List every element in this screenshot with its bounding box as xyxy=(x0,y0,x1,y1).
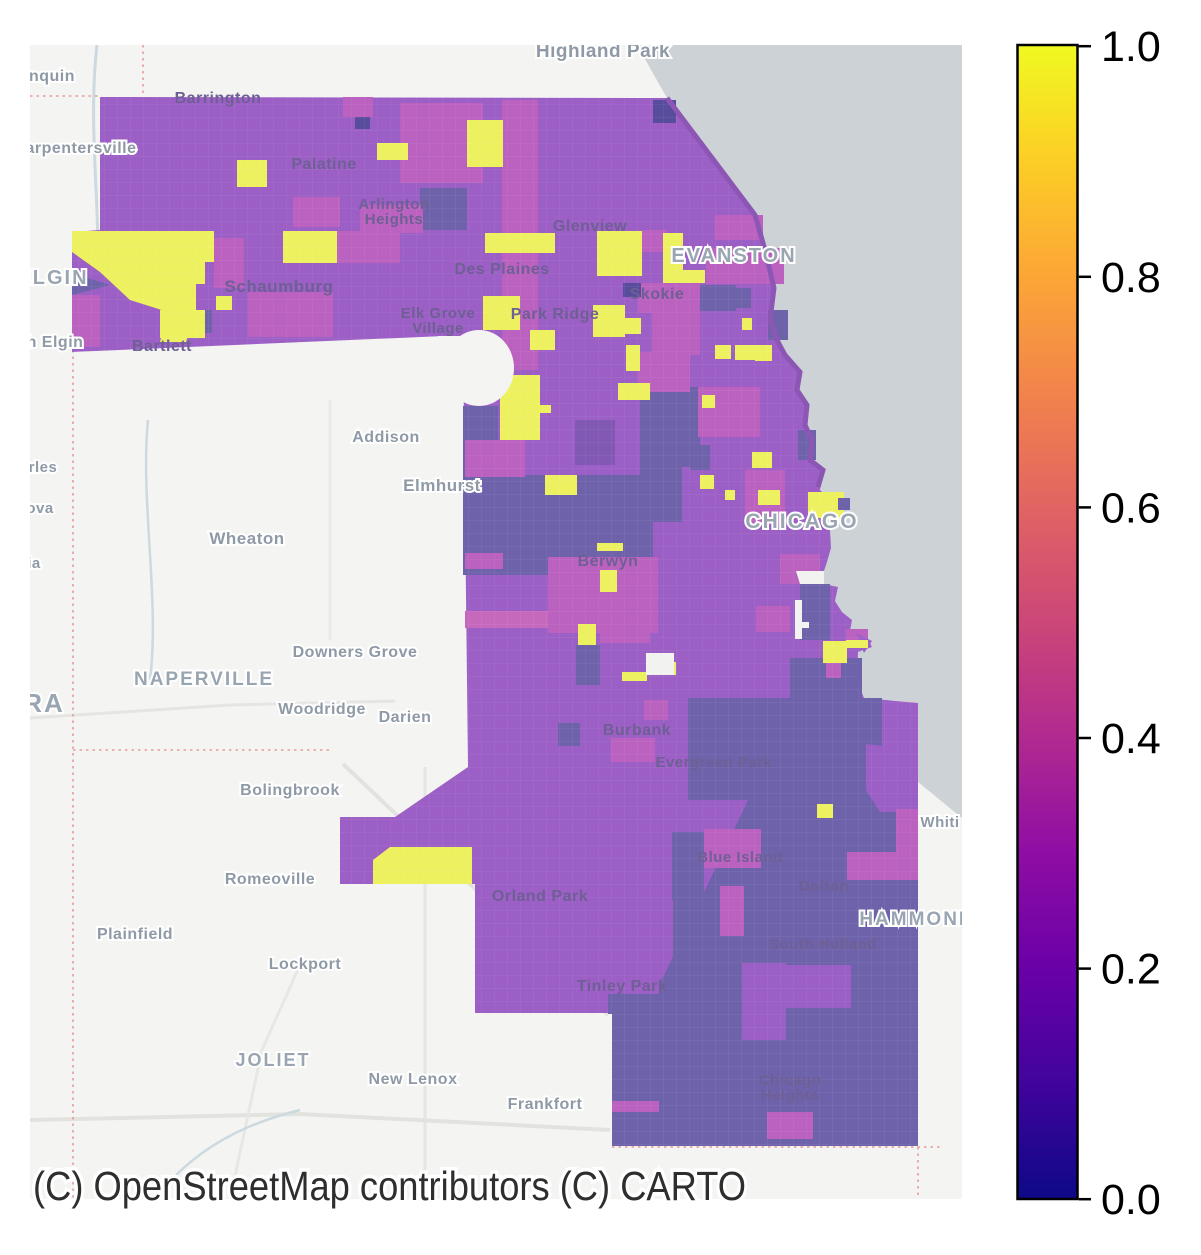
svg-text:Arlington: Arlington xyxy=(358,196,429,213)
svg-text:0.4: 0.4 xyxy=(1101,715,1161,763)
svg-text:Downers Grove: Downers Grove xyxy=(293,644,418,661)
svg-text:1.0: 1.0 xyxy=(1101,23,1161,71)
svg-text:ELGIN: ELGIN xyxy=(17,267,88,289)
svg-text:Romeoville: Romeoville xyxy=(225,871,315,888)
svg-text:arpentersville: arpentersville xyxy=(25,140,136,157)
svg-text:Village: Village xyxy=(412,320,464,337)
svg-text:Frankfort: Frankfort xyxy=(508,1096,583,1113)
svg-text:Bolingbrook: Bolingbrook xyxy=(240,782,340,799)
svg-text:Burbank: Burbank xyxy=(603,722,671,739)
svg-text:HAMMOND: HAMMOND xyxy=(859,909,974,930)
svg-text:Highland Park: Highland Park xyxy=(536,41,670,62)
svg-text:Barrington: Barrington xyxy=(175,90,262,107)
svg-text:Orland Park: Orland Park xyxy=(492,888,588,905)
svg-text:ova: ova xyxy=(26,500,54,517)
svg-text:New Lenox: New Lenox xyxy=(369,1071,458,1088)
svg-text:Schaumburg: Schaumburg xyxy=(225,277,334,296)
svg-text:0.6: 0.6 xyxy=(1101,484,1161,532)
svg-text:0.8: 0.8 xyxy=(1101,254,1161,302)
svg-text:Berwyn: Berwyn xyxy=(578,553,639,570)
svg-text:CHICAGO: CHICAGO xyxy=(745,510,858,533)
svg-text:Des Plaines: Des Plaines xyxy=(454,261,549,278)
svg-text:nquin: nquin xyxy=(29,68,75,85)
svg-text:Woodridge: Woodridge xyxy=(278,701,366,718)
svg-text:(C) OpenStreetMap contributors: (C) OpenStreetMap contributors (C) CARTO xyxy=(33,1163,746,1209)
svg-text:Dolton: Dolton xyxy=(799,878,849,895)
svg-text:Evergreen Park: Evergreen Park xyxy=(655,754,772,771)
svg-text:Wheaton: Wheaton xyxy=(209,529,284,548)
svg-text:Lockport: Lockport xyxy=(269,956,342,973)
svg-text:Blue Island: Blue Island xyxy=(697,849,783,866)
svg-text:Chicago: Chicago xyxy=(759,1072,822,1089)
svg-text:RA: RA xyxy=(23,688,65,718)
svg-text:JOLIET: JOLIET xyxy=(235,1050,310,1070)
svg-text:South Holland: South Holland xyxy=(769,936,877,953)
svg-text:Elmhurst: Elmhurst xyxy=(403,476,481,495)
svg-text:Glenview: Glenview xyxy=(553,218,627,235)
svg-text:Palatine: Palatine xyxy=(291,156,356,173)
svg-text:Skokie: Skokie xyxy=(630,286,685,303)
svg-text:EVANSTON: EVANSTON xyxy=(671,245,796,267)
svg-text:h Elgin: h Elgin xyxy=(27,334,84,351)
svg-text:Whiti: Whiti xyxy=(920,814,959,831)
svg-text:Park Ridge: Park Ridge xyxy=(511,306,600,323)
svg-text:Bartlett: Bartlett xyxy=(132,338,192,355)
svg-text:Plainfield: Plainfield xyxy=(97,926,173,943)
svg-text:ia: ia xyxy=(27,555,41,572)
svg-text:Heights: Heights xyxy=(365,211,424,228)
svg-text:Tinley Park: Tinley Park xyxy=(577,978,668,995)
svg-text:Addison: Addison xyxy=(352,429,420,446)
svg-text:Darien: Darien xyxy=(379,709,432,726)
svg-text:Elk Grove: Elk Grove xyxy=(401,305,476,322)
svg-text:NAPERVILLE: NAPERVILLE xyxy=(134,669,274,690)
svg-text:0.0: 0.0 xyxy=(1101,1176,1161,1224)
svg-text:0.2: 0.2 xyxy=(1101,946,1161,994)
svg-text:rles: rles xyxy=(29,459,58,476)
svg-text:Heights: Heights xyxy=(761,1087,820,1104)
